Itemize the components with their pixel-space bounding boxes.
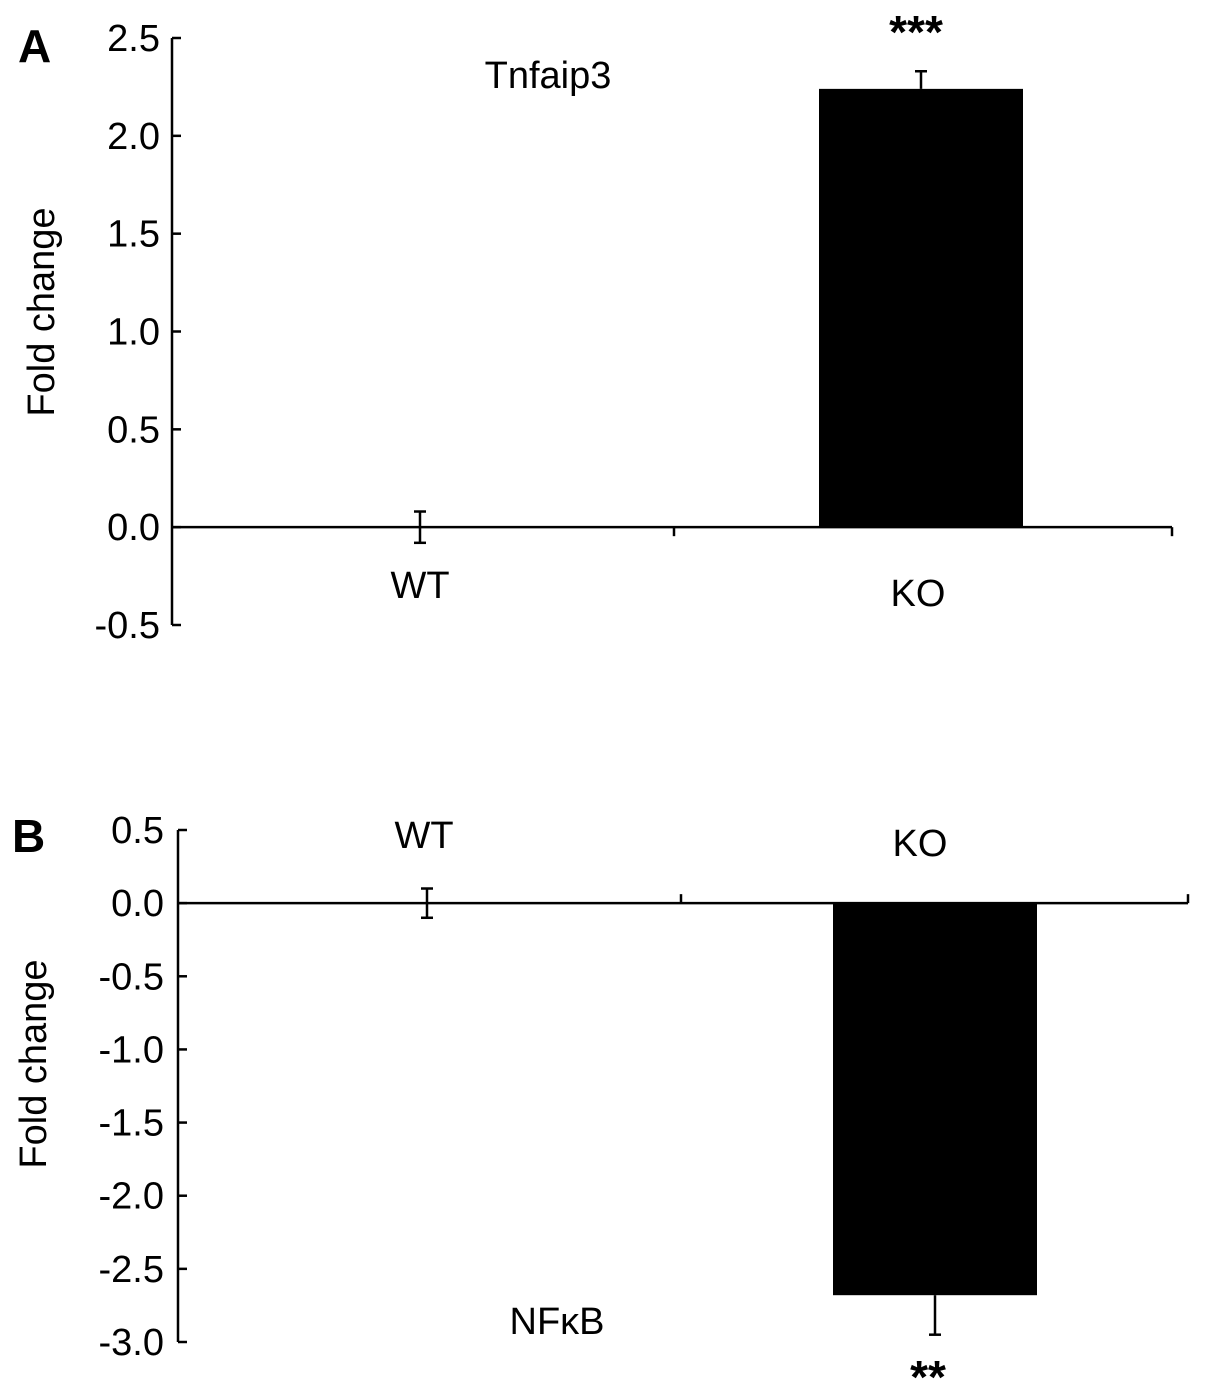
panel-a-y-tick-label: 1.5	[107, 214, 160, 256]
panel-b-ko-significance: **	[910, 1351, 946, 1395]
panel-b-y-tick-label: -1.5	[99, 1103, 164, 1145]
panel-b-category-label-wt: WT	[394, 815, 453, 857]
panel-b-bar-ko	[833, 903, 1037, 1296]
panel-b-y-tick-label: -0.5	[99, 956, 164, 998]
panel-b-y-tick-label: 0.5	[111, 810, 164, 852]
panel-a-gene-title: Tnfaip3	[485, 55, 612, 97]
panel-b-chart: B NFκB Fold change WT KO ** 0.5 0.0 -0.5 -1…	[12, 810, 1190, 1395]
panel-a-y-tick-label: 2.0	[107, 116, 160, 158]
panel-a-category-label-wt: WT	[390, 565, 449, 607]
panel-b-y-tick-label: -2.5	[99, 1249, 164, 1291]
panel-a-y-tick-label: 2.5	[107, 18, 160, 60]
panel-a-chart: A Tnfaip3 Fold change WT KO *** 2.5 2.0 1.…	[18, 6, 1174, 647]
panel-a-y-tick-label: 1.0	[107, 312, 160, 354]
panel-a-letter: A	[18, 20, 51, 72]
panel-a-y-axis-title: Fold change	[21, 207, 63, 416]
panel-b-y-tick-label: 0.0	[111, 883, 164, 925]
panel-b-gene-title: NFκB	[510, 1301, 605, 1343]
panel-b-y-tick-label: -3.0	[99, 1322, 164, 1364]
panel-b-y-tick-label: -1.0	[99, 1029, 164, 1071]
panel-a-y-tick-label: 0.5	[107, 409, 160, 451]
panel-b-letter: B	[12, 810, 45, 862]
panel-a-y-tick-label: 0.0	[107, 507, 160, 549]
panel-a-category-label-ko: KO	[891, 573, 946, 615]
panel-a-bar-ko	[819, 88, 1023, 528]
panel-a-ko-significance: ***	[889, 6, 943, 58]
panel-b-y-axis-title: Fold change	[13, 959, 55, 1168]
panel-b-y-tick-label: -2.0	[99, 1176, 164, 1218]
panel-a-y-tick-label: -0.5	[95, 605, 160, 647]
panel-b-category-label-ko: KO	[893, 823, 948, 865]
